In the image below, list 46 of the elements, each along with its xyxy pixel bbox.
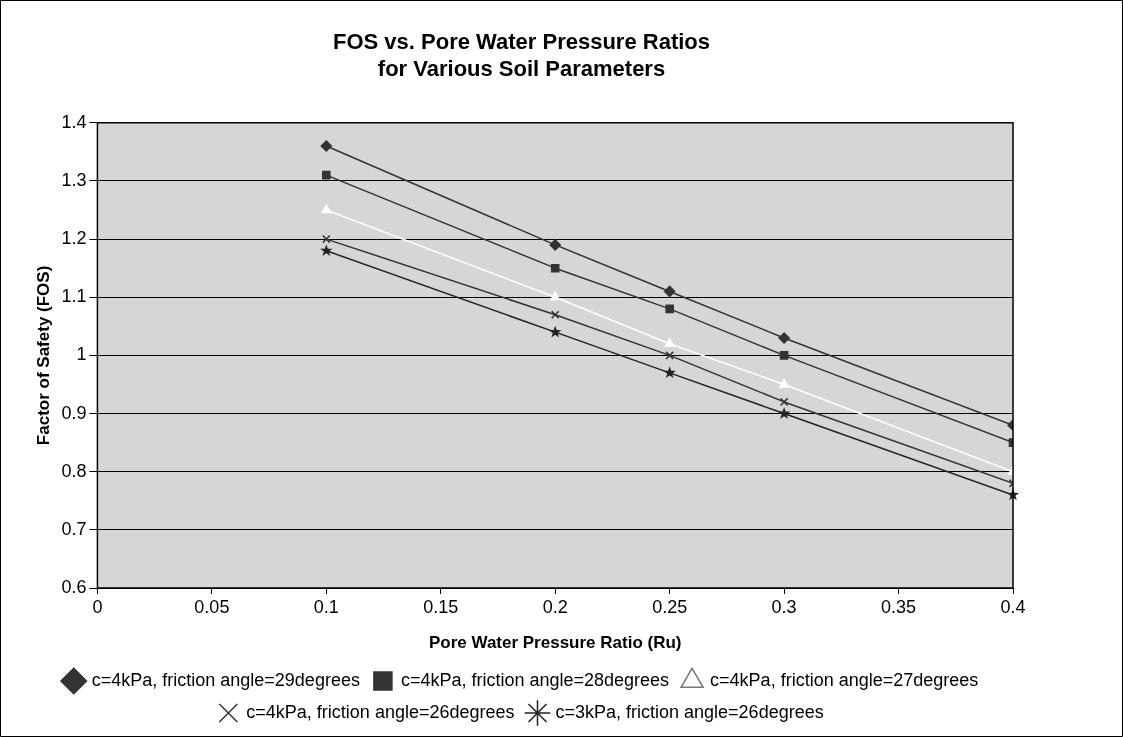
point bbox=[322, 170, 331, 180]
point bbox=[550, 263, 560, 273]
point bbox=[549, 325, 562, 338]
x-tick-label: 0.15 bbox=[423, 596, 459, 617]
point bbox=[321, 204, 332, 214]
point bbox=[664, 338, 675, 348]
y-tick-label: 1.3 bbox=[61, 169, 87, 190]
x-tick-label: 0.35 bbox=[881, 596, 917, 617]
x-tick-label: 0.25 bbox=[652, 596, 688, 617]
legend-label: c=3kPa, friction angle=26degrees bbox=[555, 701, 824, 722]
point bbox=[779, 351, 789, 360]
x-tick-label: 0.2 bbox=[542, 596, 568, 617]
point bbox=[320, 140, 333, 152]
x-tick-label: 0 bbox=[92, 596, 103, 617]
chart-title: FOS vs. Pore Water Pressure Ratios for Various Soil Parameters bbox=[333, 29, 710, 81]
point bbox=[550, 291, 561, 301]
point bbox=[663, 285, 676, 298]
point bbox=[550, 310, 560, 319]
point bbox=[777, 407, 791, 419]
x-tick-label: 0.1 bbox=[313, 596, 339, 617]
point bbox=[663, 366, 676, 379]
point bbox=[322, 234, 331, 244]
legend-label: c=4kPa, friction angle=28degrees bbox=[400, 669, 670, 690]
point bbox=[665, 304, 674, 314]
point bbox=[779, 397, 789, 407]
x-axis-title: Pore Water Pressure Ratio (Ru) bbox=[428, 633, 682, 653]
y-tick-label: 1.4 bbox=[61, 111, 87, 132]
x-tick-label: 0.4 bbox=[1000, 596, 1026, 617]
y-tick-label: 1.2 bbox=[61, 228, 87, 249]
y-tick-label: 1 bbox=[76, 344, 87, 365]
point bbox=[320, 244, 333, 256]
y-tick-label: 0.7 bbox=[61, 518, 87, 539]
y-tick-label: 0.8 bbox=[61, 460, 87, 481]
point bbox=[778, 332, 790, 344]
point bbox=[665, 351, 674, 360]
x-tick-label: 0.3 bbox=[771, 596, 797, 617]
x-tick-label: 0.05 bbox=[194, 596, 230, 617]
point bbox=[779, 378, 790, 388]
legend-label: c=4kPa, friction angle=27degrees bbox=[710, 669, 979, 690]
legend-label: c=4kPa, friction angle=26degrees bbox=[246, 701, 515, 722]
y-axis-title: Factor of Safety (FOS) bbox=[33, 265, 53, 446]
y-tick-label: 0.9 bbox=[61, 402, 87, 423]
legend-label: c=4kPa, friction angle=29degrees bbox=[91, 669, 360, 690]
y-tick-label: 0.6 bbox=[61, 576, 87, 597]
y-tick-label: 1.1 bbox=[61, 286, 87, 307]
point bbox=[549, 239, 561, 251]
